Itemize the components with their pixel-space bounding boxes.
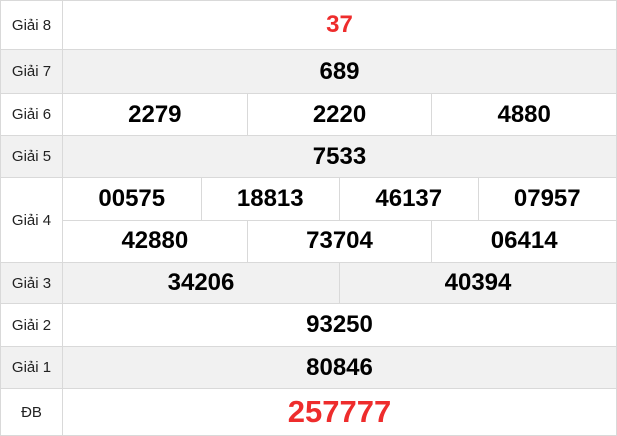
prize-row-giai-8: Giải 8 37 <box>1 1 616 49</box>
prize-number: 42880 <box>121 227 189 255</box>
prize-row-giai-6: Giải 6 2279 2220 4880 <box>1 93 616 135</box>
prize-label: Giải 5 <box>1 136 63 177</box>
prize-label: Giải 2 <box>1 304 63 346</box>
prize-cells: 42880 73704 06414 <box>63 219 616 262</box>
prize-label: Giải 6 <box>1 94 63 135</box>
prize-label: Giải 3 <box>1 263 63 303</box>
prize-number: 2220 <box>246 94 432 135</box>
prize-row-db-jackpot: ĐB 257777 <box>1 388 616 435</box>
prize-cells-stack: 00575 18813 46137 07957 42880 73704 0641… <box>63 178 616 262</box>
prize-number: 73704 <box>246 220 432 262</box>
prize-number: 4880 <box>431 94 616 135</box>
prize-cells: 00575 18813 46137 07957 <box>63 178 616 220</box>
prize-number: 689 <box>319 57 360 85</box>
prize-number: 7533 <box>312 142 367 170</box>
prize-label: Giải 4 <box>1 178 63 262</box>
prize-number-jackpot: 257777 <box>287 394 392 429</box>
prize-number: 80846 <box>306 353 373 381</box>
prize-cells: 34206 40394 <box>63 263 616 303</box>
prize-cells: 2279 2220 4880 <box>63 94 616 135</box>
prize-row-giai-2: Giải 2 93250 <box>1 303 616 346</box>
prize-number: 06414 <box>431 220 616 262</box>
prize-number: 46137 <box>339 178 478 220</box>
prize-number: 93250 <box>306 311 373 338</box>
prize-number: 00575 <box>98 184 166 212</box>
prize-cells: 37 <box>63 1 616 49</box>
prize-number: 07957 <box>477 178 617 220</box>
prize-cells: 7533 <box>63 136 616 177</box>
prize-cells: 257777 <box>63 389 616 435</box>
prize-number: 40394 <box>339 263 616 303</box>
prize-cells: 80846 <box>63 347 616 388</box>
prize-row-giai-5: Giải 5 7533 <box>1 135 616 177</box>
prize-cells: 689 <box>63 50 616 93</box>
prize-number: 34206 <box>167 269 235 296</box>
prize-row-giai-7: Giải 7 689 <box>1 49 616 93</box>
prize-number: 37 <box>326 11 353 38</box>
prize-label: Giải 1 <box>1 347 63 388</box>
prize-number: 2279 <box>128 100 182 128</box>
prize-row-giai-4: Giải 4 00575 18813 46137 07957 42880 737… <box>1 177 616 262</box>
prize-row-giai-3: Giải 3 34206 40394 <box>1 262 616 303</box>
prize-label: ĐB <box>1 389 63 435</box>
prize-row-giai-1: Giải 1 80846 <box>1 346 616 388</box>
prize-cells: 93250 <box>63 304 616 346</box>
prize-label: Giải 8 <box>1 1 63 49</box>
prize-number: 18813 <box>200 178 340 220</box>
prize-label: Giải 7 <box>1 50 63 93</box>
